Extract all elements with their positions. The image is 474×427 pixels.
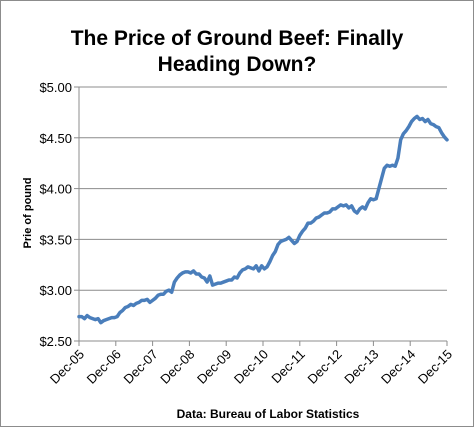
- chart-title-line2: Heading Down?: [158, 53, 317, 76]
- y-tick-label: $5.00: [39, 80, 72, 95]
- y-axis-ticks: $2.50 $3.00 $3.50 $4.00 $4.50 $5.00: [39, 80, 79, 349]
- x-tick-label: Dec-08: [157, 347, 197, 387]
- x-tick-label: Dec-12: [304, 347, 344, 387]
- x-tick-label: Dec-14: [378, 347, 418, 387]
- x-tick-label: Dec-05: [47, 347, 87, 387]
- y-axis-label: Prie of pound: [22, 178, 34, 249]
- x-tick-label: Dec-07: [120, 347, 160, 387]
- chart-title-line1: The Price of Ground Beef: Finally: [71, 27, 404, 50]
- x-tick-label: Dec-09: [194, 347, 234, 387]
- series-line: [77, 114, 449, 325]
- y-tick-label: $4.50: [39, 131, 72, 146]
- y-tick-label: $3.00: [39, 283, 72, 298]
- x-tick-label: Dec-11: [268, 347, 308, 387]
- x-tick-label: Dec-10: [231, 347, 271, 387]
- source-note: Data: Bureau of Labor Statistics: [177, 407, 360, 421]
- y-tick-label: $3.50: [39, 232, 72, 247]
- y-tick-label: $4.00: [39, 182, 72, 197]
- y-tick-label: $2.50: [39, 334, 72, 349]
- gridlines: [79, 86, 447, 291]
- x-axis-ticks: Dec-05Dec-06Dec-07Dec-08Dec-09Dec-10Dec-…: [47, 341, 455, 387]
- x-tick-label: Dec-06: [84, 347, 124, 387]
- x-tick-label: Dec-15: [415, 347, 455, 387]
- x-tick-label: Dec-13: [341, 347, 381, 387]
